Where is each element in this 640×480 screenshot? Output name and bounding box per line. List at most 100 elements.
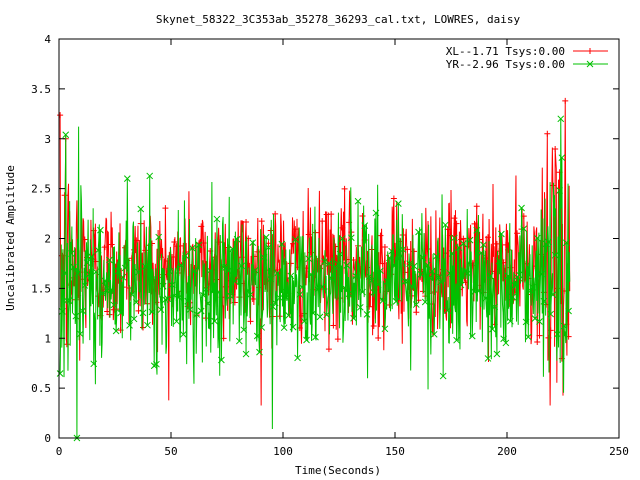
data-point [545, 238, 552, 246]
data-point [144, 321, 151, 329]
data-point [256, 348, 263, 356]
data-point [61, 269, 68, 277]
data-point [314, 286, 322, 293]
data-point [104, 308, 111, 315]
data-point [274, 267, 281, 274]
data-point [262, 233, 270, 241]
data-point [448, 250, 456, 257]
data-point [491, 303, 499, 311]
data-point [148, 308, 156, 316]
data-point [375, 334, 382, 341]
data-point [222, 264, 230, 271]
data-point [328, 211, 335, 218]
data-point [379, 297, 387, 305]
series-line [59, 118, 571, 439]
data-point [549, 291, 557, 299]
data-point [249, 239, 257, 247]
data-point [565, 307, 572, 315]
data-point [471, 220, 478, 227]
data-point [515, 271, 523, 279]
data-point [475, 287, 483, 295]
data-point [85, 270, 93, 278]
data-point [137, 205, 145, 213]
data-point [504, 272, 512, 280]
data-point [164, 295, 171, 303]
data-point [547, 310, 555, 318]
data-point [213, 215, 221, 223]
data-point [168, 281, 176, 289]
data-point [343, 256, 350, 263]
data-point [247, 318, 254, 325]
data-point [451, 234, 458, 242]
data-point [108, 241, 115, 248]
x-axis-label: Time(Seconds) [295, 464, 381, 477]
data-point [65, 297, 73, 305]
data-point [300, 317, 308, 325]
data-point [493, 350, 501, 358]
data-point [502, 241, 509, 248]
data-point [303, 336, 310, 344]
data-point [350, 314, 357, 322]
data-point [390, 195, 397, 202]
data-point [339, 224, 346, 231]
data-point [586, 60, 594, 68]
data-point [99, 290, 107, 297]
data-point [267, 275, 275, 283]
data-point [307, 270, 315, 278]
data-point [289, 323, 297, 331]
data-point [235, 337, 243, 345]
data-point [198, 223, 205, 230]
data-point [309, 309, 317, 317]
data-point [90, 360, 98, 368]
data-point [453, 220, 460, 227]
series-yr [56, 115, 572, 442]
data-point [330, 322, 337, 329]
data-point [285, 311, 292, 319]
data-point [377, 267, 384, 275]
x-tick-label: 0 [56, 445, 63, 458]
data-point [489, 325, 496, 333]
data-point [312, 333, 319, 341]
data-point [557, 115, 565, 123]
data-point [365, 273, 373, 280]
data-point [195, 241, 203, 249]
y-tick-label: 2 [44, 233, 51, 246]
data-point [325, 260, 333, 267]
data-point [258, 218, 265, 225]
data-point [153, 360, 160, 368]
data-point [509, 293, 516, 301]
data-point [370, 289, 378, 296]
data-point [482, 294, 490, 302]
data-point [106, 311, 113, 318]
data-point [83, 259, 91, 267]
data-point [417, 270, 425, 278]
data-point [457, 281, 465, 289]
data-point [413, 309, 420, 316]
data-point [112, 327, 120, 335]
data-point [399, 246, 407, 253]
data-point [341, 185, 348, 192]
data-point [514, 230, 521, 237]
data-point [536, 318, 543, 325]
data-point [97, 226, 104, 234]
data-point [272, 210, 279, 217]
data-point [343, 262, 351, 269]
data-point [473, 226, 481, 234]
x-axis: 0 50 100 150 200 250 [56, 39, 629, 458]
data-point [110, 301, 118, 309]
data-point [562, 97, 569, 104]
data-point [291, 236, 299, 243]
data-point [81, 282, 89, 289]
data-point [67, 250, 75, 257]
data-point [70, 263, 77, 271]
data-point [468, 332, 476, 340]
data-point [115, 267, 122, 275]
data-point [292, 226, 299, 233]
data-point [123, 175, 131, 183]
data-point [534, 338, 541, 345]
data-point [314, 257, 321, 264]
data-point [527, 287, 534, 295]
data-point [211, 317, 219, 325]
data-point [106, 256, 113, 264]
data-point [421, 298, 429, 306]
